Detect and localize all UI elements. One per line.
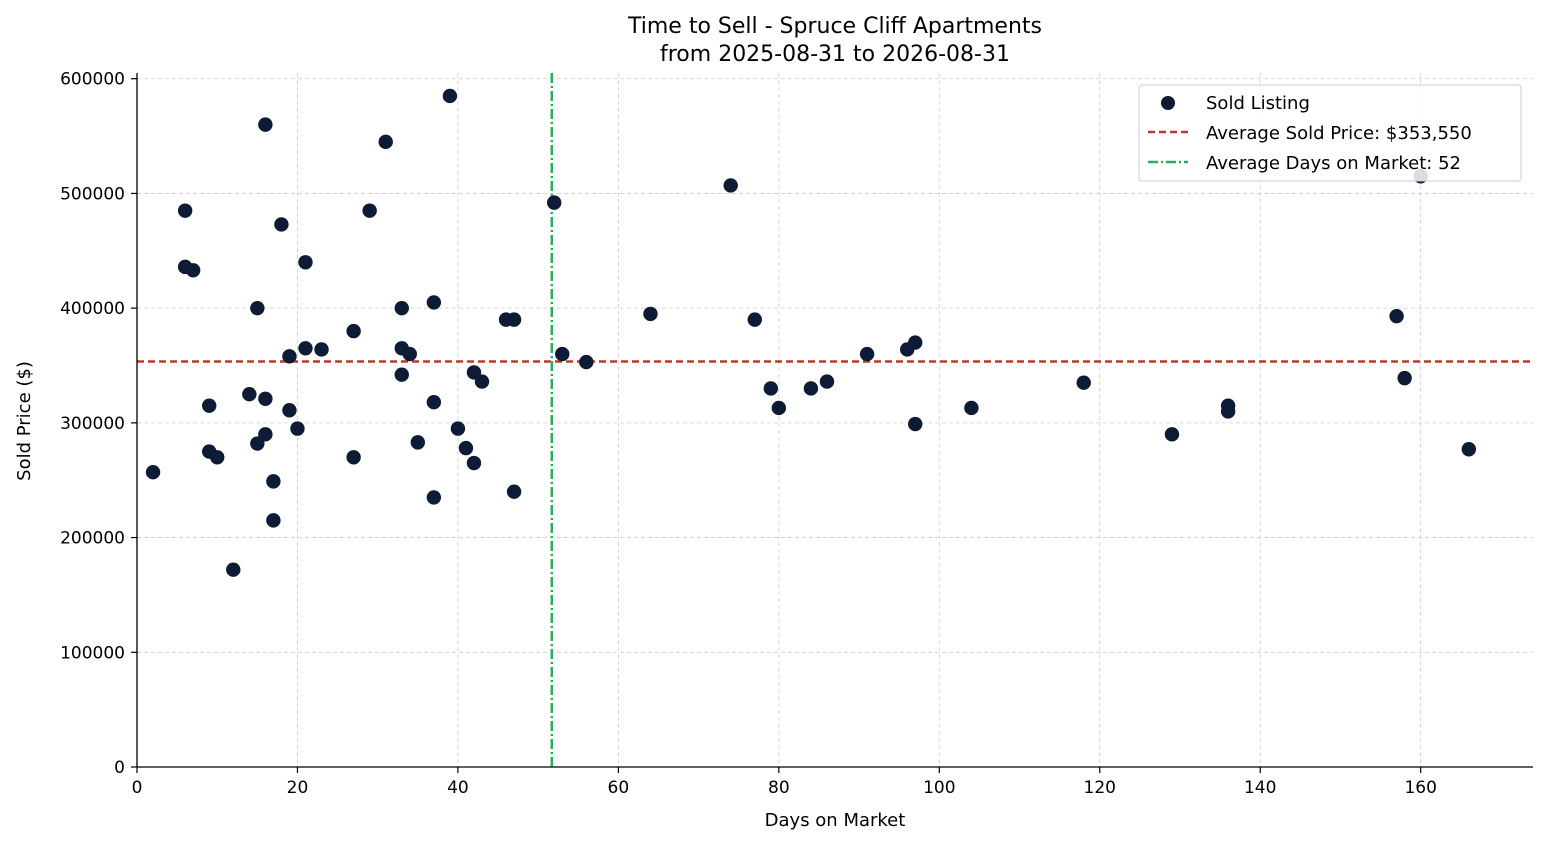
y-axis-label: Sold Price ($) bbox=[14, 361, 35, 481]
data-point bbox=[242, 386, 257, 402]
data-point bbox=[346, 450, 361, 465]
chart-subtitle: from 2025-08-31 to 2026-08-31 bbox=[660, 42, 1010, 67]
tick-labels: 0 20 40 60 80 100 120 140 160 0 100000 200000 300000… bbox=[60, 70, 1437, 798]
data-point bbox=[579, 354, 594, 370]
x-tick-label: 120 bbox=[1084, 778, 1116, 798]
data-point bbox=[258, 117, 273, 132]
data-point bbox=[1220, 404, 1236, 419]
data-point bbox=[274, 217, 289, 232]
data-point bbox=[474, 374, 490, 389]
data-point bbox=[859, 346, 875, 362]
data-point bbox=[1076, 375, 1091, 390]
data-point bbox=[747, 312, 762, 327]
data-point bbox=[771, 400, 787, 416]
data-point bbox=[1397, 370, 1412, 386]
data-point bbox=[908, 335, 923, 350]
x-tick-label: 160 bbox=[1404, 778, 1436, 798]
y-tick-label: 300000 bbox=[60, 414, 125, 434]
data-point bbox=[258, 391, 273, 406]
x-tick-label: 80 bbox=[768, 778, 790, 798]
data-point bbox=[346, 323, 361, 339]
data-point bbox=[819, 374, 835, 389]
data-point bbox=[145, 464, 161, 480]
data-point bbox=[1164, 427, 1180, 442]
data-point bbox=[908, 416, 923, 432]
data-point bbox=[410, 435, 426, 450]
data-point bbox=[964, 400, 979, 416]
x-tick-label: 100 bbox=[923, 778, 955, 798]
x-tick-label: 60 bbox=[608, 778, 630, 798]
chart-title: Time to Sell - Spruce Cliff Apartments bbox=[627, 14, 1042, 39]
y-tick-label: 100000 bbox=[60, 643, 125, 663]
data-point bbox=[466, 455, 482, 471]
data-point bbox=[1461, 442, 1477, 457]
data-point bbox=[723, 178, 738, 193]
data-point bbox=[506, 484, 522, 499]
data-point bbox=[298, 255, 313, 270]
data-point bbox=[282, 349, 297, 364]
data-point bbox=[426, 395, 442, 410]
y-tick-label: 0 bbox=[114, 758, 125, 778]
data-point bbox=[250, 300, 265, 316]
data-point bbox=[210, 450, 225, 465]
legend-marker-sold bbox=[1161, 96, 1175, 110]
data-point bbox=[226, 562, 241, 577]
data-point bbox=[282, 403, 297, 418]
y-tick-label: 500000 bbox=[60, 184, 125, 204]
data-point bbox=[298, 341, 313, 356]
data-point bbox=[458, 440, 474, 456]
grid-lines bbox=[137, 73, 1533, 767]
data-point bbox=[185, 263, 201, 278]
data-point bbox=[394, 367, 409, 382]
data-point bbox=[803, 381, 819, 396]
data-point bbox=[506, 312, 522, 327]
data-point bbox=[266, 474, 281, 489]
x-axis-label: Days on Market bbox=[765, 810, 906, 831]
data-point bbox=[362, 203, 377, 218]
legend-label-sold: Sold Listing bbox=[1206, 93, 1310, 114]
axes bbox=[131, 73, 1533, 773]
data-point bbox=[1389, 308, 1404, 324]
y-tick-label: 600000 bbox=[60, 70, 125, 90]
data-point bbox=[202, 398, 217, 413]
legend: Sold Listing Average Sold Price: $353,55… bbox=[1138, 84, 1522, 182]
data-point bbox=[177, 203, 193, 218]
data-point bbox=[546, 195, 562, 210]
data-point bbox=[643, 306, 658, 322]
data-point bbox=[290, 421, 305, 436]
y-tick-label: 400000 bbox=[60, 299, 125, 319]
x-tick-label: 0 bbox=[132, 778, 143, 798]
data-point bbox=[442, 88, 458, 104]
x-tick-label: 40 bbox=[447, 778, 469, 798]
data-point bbox=[266, 513, 281, 528]
data-point bbox=[426, 490, 442, 505]
data-point bbox=[555, 346, 570, 362]
data-point bbox=[378, 134, 393, 150]
y-tick-label: 200000 bbox=[60, 529, 125, 549]
data-point bbox=[258, 427, 273, 442]
reference-lines bbox=[137, 73, 1533, 767]
data-point bbox=[426, 295, 442, 310]
data-point bbox=[450, 421, 466, 436]
data-point bbox=[394, 300, 409, 316]
data-point bbox=[402, 346, 417, 362]
x-tick-label: 20 bbox=[287, 778, 309, 798]
x-tick-label: 140 bbox=[1244, 778, 1276, 798]
legend-label-avg-price: Average Sold Price: $353,550 bbox=[1206, 123, 1472, 144]
legend-box bbox=[1138, 84, 1522, 182]
data-point bbox=[763, 381, 779, 396]
data-point bbox=[314, 342, 329, 357]
legend-label-avg-days: Average Days on Market: 52 bbox=[1206, 153, 1461, 174]
